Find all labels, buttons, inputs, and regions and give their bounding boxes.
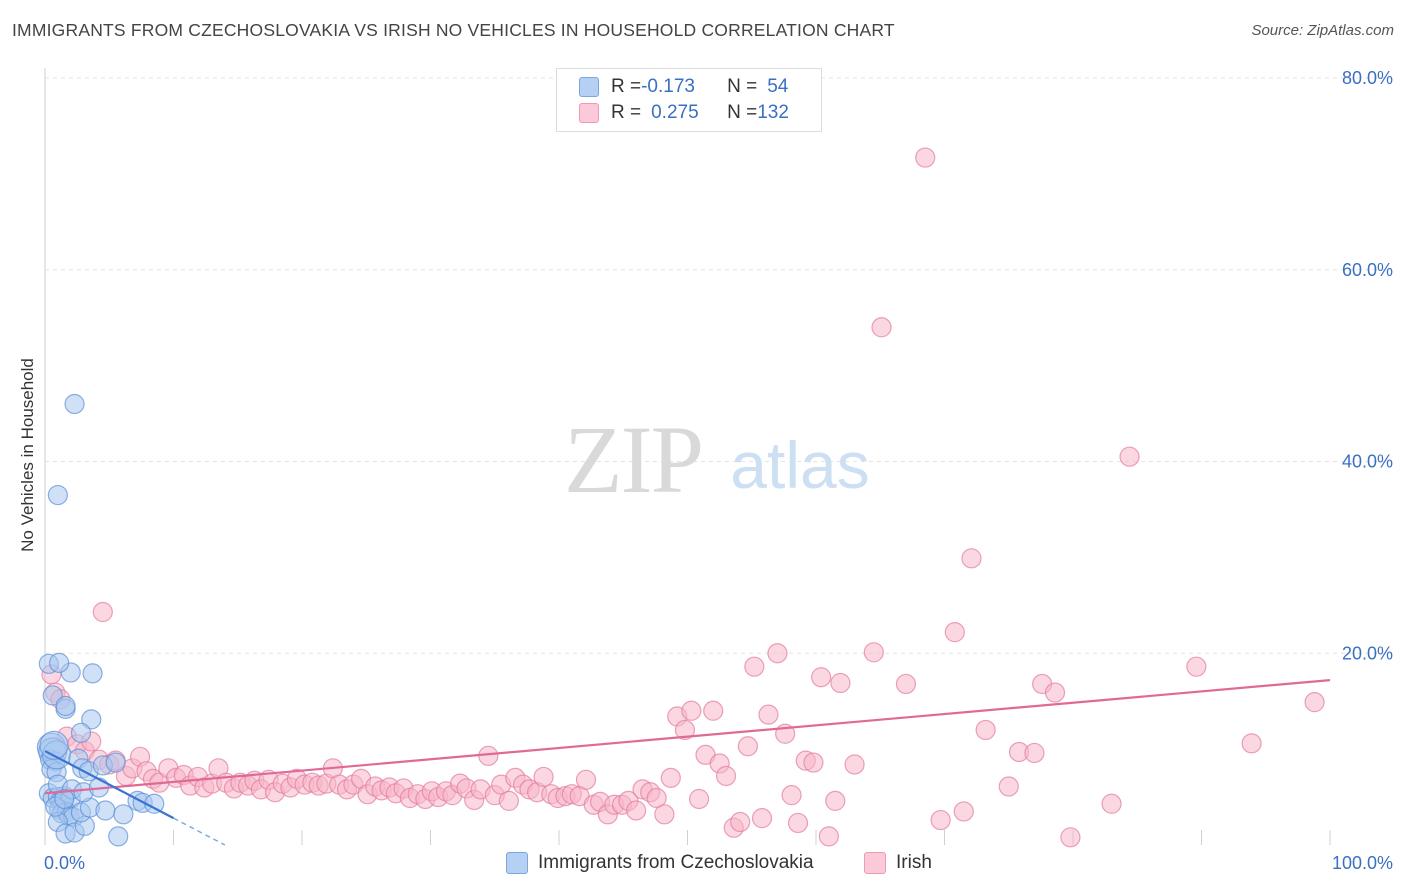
irish-point <box>744 656 765 677</box>
irish-trend-line <box>44 678 1331 795</box>
x-tick-label: 0.0% <box>44 853 85 873</box>
irish-point <box>654 804 675 825</box>
legend-label: Irish <box>896 852 932 873</box>
y-tick-label: 20.0% <box>1342 643 1393 663</box>
chart-title: IMMIGRANTS FROM CZECHOSLOVAKIA VS IRISH … <box>12 20 895 40</box>
grid <box>45 77 1392 654</box>
czechoslovakia-point <box>113 804 134 825</box>
irish-point <box>737 736 758 757</box>
legend-n-value: 54 <box>767 76 789 97</box>
irish-point <box>961 548 982 569</box>
czechoslovakia-point <box>82 663 103 684</box>
legend-swatch-pink <box>864 852 886 874</box>
irish-point <box>1101 793 1122 814</box>
czechoslovakia-point <box>64 393 85 415</box>
source-label: Source: ZipAtlas.com <box>1251 22 1394 39</box>
czechoslovakia-trend-extension <box>173 817 226 846</box>
irish-point <box>1119 446 1140 467</box>
czechoslovakia-point <box>54 788 75 810</box>
legend-row-irish: R = 0.275 N = 132 <box>579 101 789 125</box>
legend-item-czechoslovakia: Immigrants from Czechoslovakia <box>506 852 814 874</box>
tick-labels: 20.0% 40.0% 60.0% 80.0% 0.0% 100.0% <box>44 68 1393 873</box>
irish-point <box>498 790 519 811</box>
watermark-zip: ZIP <box>564 406 702 513</box>
y-tick-label: 80.0% <box>1342 68 1393 88</box>
irish-point <box>1060 827 1081 848</box>
irish-point <box>751 808 773 829</box>
irish-point <box>730 811 751 833</box>
series-legend: Immigrants from Czechoslovakia Irish <box>0 852 1406 878</box>
legend-label: Immigrants from Czechoslovakia <box>538 852 814 873</box>
czechoslovakia-point <box>81 709 102 730</box>
watermark-atlas: atlas <box>730 428 869 502</box>
legend-r-value: 0.275 <box>651 102 699 123</box>
irish-point <box>767 643 788 664</box>
irish-point <box>915 147 936 168</box>
stats-legend: R = -0.173 N = 54 R = 0.275 N = 132 <box>556 68 822 132</box>
data-points <box>36 147 1325 848</box>
irish-point <box>575 769 597 790</box>
legend-item-irish: Irish <box>864 852 932 874</box>
irish-point <box>1241 733 1262 754</box>
czechoslovakia-point <box>108 826 129 847</box>
irish-point <box>844 754 865 775</box>
legend-r-label: R = <box>611 102 642 123</box>
irish-point <box>953 801 974 822</box>
irish-point <box>998 776 1019 797</box>
irish-point <box>92 601 113 623</box>
irish-point <box>646 787 667 809</box>
irish-point <box>660 767 681 788</box>
czechoslovakia-point <box>49 652 70 673</box>
irish-point <box>758 704 779 725</box>
czechoslovakia-point <box>70 722 92 743</box>
legend-swatch-blue <box>579 77 599 97</box>
irish-point <box>1186 656 1207 677</box>
legend-swatch-pink <box>579 103 599 123</box>
irish-point <box>1024 742 1045 764</box>
legend-n-label: N = <box>727 76 758 97</box>
irish-point <box>863 642 884 663</box>
legend-swatch-blue <box>506 852 528 874</box>
irish-point <box>930 809 951 831</box>
czechoslovakia-trend-line <box>44 750 175 820</box>
y-tick-label: 60.0% <box>1342 260 1393 280</box>
y-tick-label: 40.0% <box>1342 452 1393 472</box>
czechoslovakia-point <box>55 695 76 717</box>
czechoslovakia-point <box>47 484 68 506</box>
irish-point <box>944 622 965 643</box>
watermark: ZIP atlas <box>564 406 870 513</box>
irish-point <box>803 752 824 773</box>
irish-point <box>818 826 839 847</box>
irish-point <box>703 700 724 721</box>
irish-point <box>871 317 892 338</box>
irish-point <box>715 765 737 787</box>
irish-point <box>1044 682 1066 703</box>
legend-row-czechoslovakia: R = -0.173 N = 54 <box>579 75 788 99</box>
y-axis-label: No Vehicles in Household <box>18 358 37 552</box>
irish-point <box>1304 692 1325 713</box>
irish-point <box>674 719 696 741</box>
irish-point <box>830 672 851 694</box>
irish-point <box>625 800 647 821</box>
legend-r-label: R = <box>611 76 642 97</box>
irish-point <box>825 790 846 811</box>
trend-lines <box>44 678 1331 846</box>
x-tick-label: 100.0% <box>1332 853 1393 873</box>
irish-point <box>681 700 702 721</box>
axes <box>44 68 1331 845</box>
czechoslovakia-point <box>95 800 116 821</box>
irish-point <box>781 785 802 806</box>
legend-n-label: N = <box>727 102 758 123</box>
legend-n-value: 132 <box>757 102 789 123</box>
irish-point <box>533 766 554 788</box>
irish-point <box>975 719 996 741</box>
czechoslovakia-point <box>105 752 126 773</box>
legend-r-value: -0.173 <box>641 76 695 97</box>
irish-point <box>787 812 809 834</box>
irish-point <box>811 667 832 688</box>
irish-point <box>688 788 710 810</box>
irish-point <box>895 673 917 695</box>
